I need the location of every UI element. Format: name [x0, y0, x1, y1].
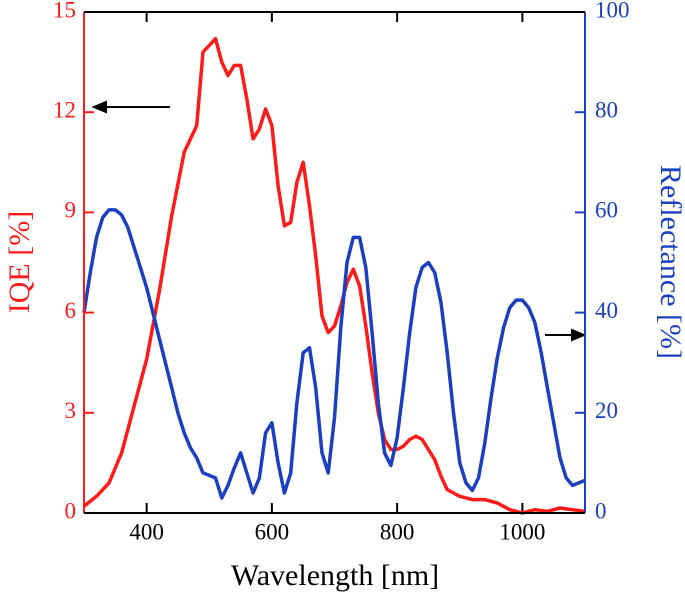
series-line: [82, 208, 586, 500]
y2-tick-label: 0: [595, 498, 607, 523]
x-tick-label: 400: [129, 519, 164, 544]
y2-tick-label: 80: [595, 97, 618, 122]
arrows: [91, 100, 587, 342]
y2-axis-label: Reflectance [%]: [654, 165, 685, 359]
y-axis-label: IQE [%]: [3, 211, 36, 313]
x-axis-label: Wavelength [nm]: [231, 559, 439, 592]
x-tick-label: 1000: [499, 519, 545, 544]
x-tick-label: 800: [380, 519, 415, 544]
y2-tick-label: 20: [595, 398, 618, 423]
series-line: [82, 36, 586, 515]
arrow-head: [571, 328, 587, 342]
y2-tick-label: 100: [595, 0, 630, 22]
y-tick-label: 6: [65, 298, 77, 323]
y-tick-label: 15: [53, 0, 76, 22]
y-tick-label: 12: [53, 97, 76, 122]
x-tick-label: 600: [255, 519, 290, 544]
y-tick-label: 9: [65, 198, 77, 223]
y-tick-label: 3: [65, 398, 77, 423]
y2-tick-label: 60: [595, 198, 618, 223]
arrow-head: [91, 100, 107, 114]
y2-tick-label: 40: [595, 298, 618, 323]
y-tick-label: 0: [65, 498, 77, 523]
